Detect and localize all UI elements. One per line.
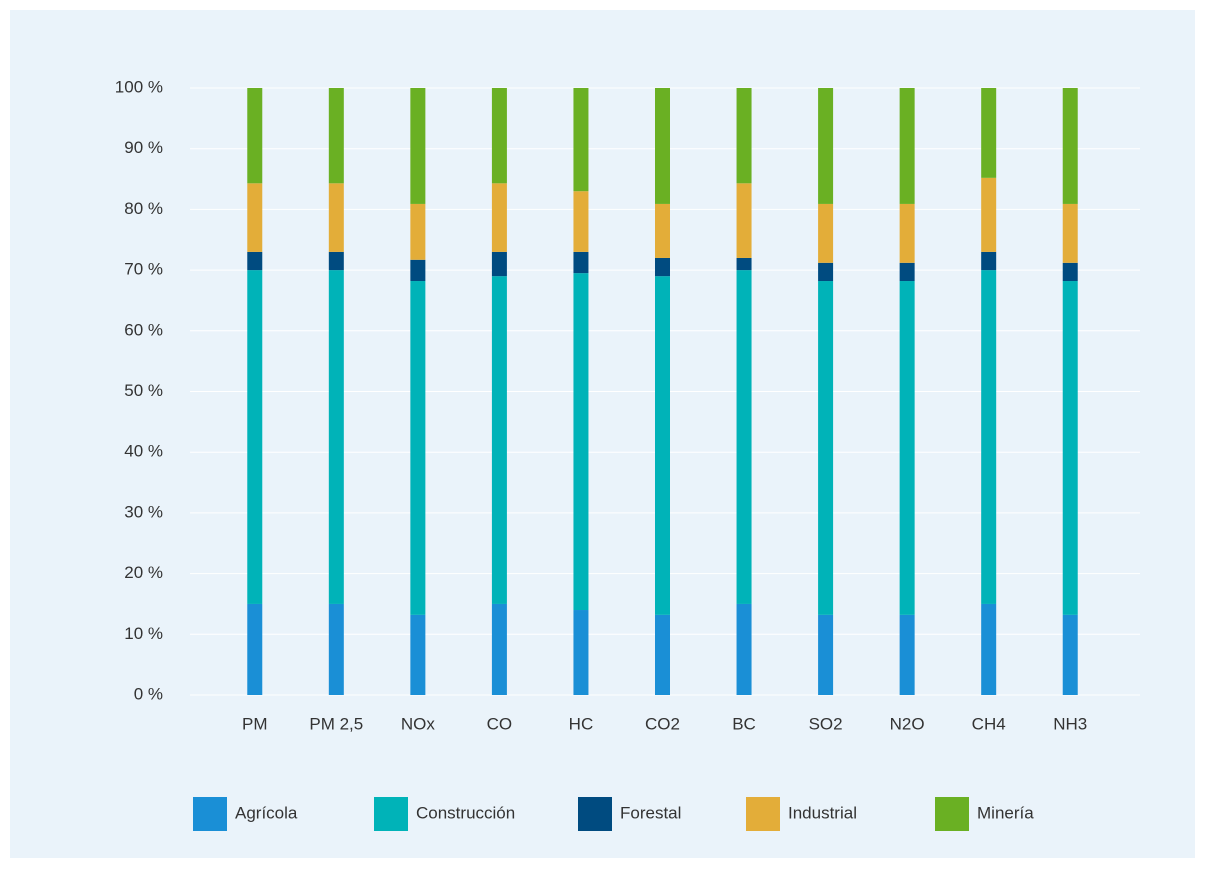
bar-segment: [981, 251, 997, 271]
legend-swatch: [935, 797, 969, 831]
x-tick-label: BC: [732, 714, 756, 733]
bar-segment: [655, 257, 670, 277]
x-tick-label: N2O: [890, 714, 925, 733]
bar-segment: [410, 88, 426, 204]
legend-label: Construcción: [416, 803, 515, 822]
legend-swatch: [746, 797, 780, 831]
y-tick-label: 0 %: [134, 684, 163, 703]
bar-segment: [899, 281, 915, 615]
bar-segment: [410, 203, 426, 260]
bar-segment: [573, 191, 589, 252]
bar-segment: [1062, 203, 1078, 263]
bar-segment: [247, 183, 263, 252]
bar-segment: [736, 270, 752, 604]
bar-segment: [328, 88, 344, 184]
bar-segment: [818, 88, 834, 204]
y-tick-label: 80 %: [124, 199, 163, 218]
bar-segment: [247, 88, 263, 184]
bar-segment: [655, 614, 670, 695]
bar-segment: [491, 276, 507, 604]
bar-segment: [328, 251, 344, 271]
legend-label: Forestal: [620, 803, 681, 822]
bar-segment: [736, 183, 752, 258]
bar-segment: [981, 177, 997, 252]
bar-segment: [328, 270, 344, 604]
x-tick-label: HC: [569, 714, 594, 733]
y-tick-label: 50 %: [124, 381, 163, 400]
bar-segment: [818, 203, 834, 263]
bar-segment: [491, 183, 507, 252]
bar-segment: [899, 262, 915, 282]
bar-segment: [981, 603, 997, 695]
bar-segment: [247, 270, 263, 604]
y-tick-label: 100 %: [115, 77, 163, 96]
y-tick-label: 30 %: [124, 502, 163, 521]
bar-segment: [981, 88, 997, 178]
bar-segment: [328, 603, 344, 695]
x-tick-label: PM: [242, 714, 268, 733]
y-tick-label: 40 %: [124, 442, 163, 461]
bar-segment: [655, 276, 670, 615]
bar-segment: [736, 257, 752, 271]
bar-segment: [655, 88, 670, 204]
x-tick-label: PM 2,5: [309, 714, 363, 733]
x-tick-label: CO: [487, 714, 513, 733]
bar-segment: [247, 251, 263, 271]
legend-swatch: [193, 797, 227, 831]
bar-segment: [1062, 614, 1078, 695]
bar-segment: [899, 88, 915, 204]
y-tick-label: 20 %: [124, 563, 163, 582]
bar-segment: [736, 88, 752, 184]
legend-swatch: [578, 797, 612, 831]
legend-label: Agrícola: [235, 803, 298, 822]
bar-segment: [573, 610, 589, 695]
y-tick-label: 70 %: [124, 260, 163, 279]
x-tick-label: NH3: [1053, 714, 1087, 733]
x-tick-label: CO2: [645, 714, 680, 733]
y-tick-label: 90 %: [124, 138, 163, 157]
bar-segment: [1062, 262, 1078, 282]
bar-segment: [655, 203, 670, 258]
x-tick-label: CH4: [972, 714, 1006, 733]
bar-segment: [899, 203, 915, 263]
bar-segment: [818, 281, 834, 615]
y-tick-label: 10 %: [124, 624, 163, 643]
bar-segment: [899, 614, 915, 695]
bar-segment: [410, 281, 426, 615]
x-tick-label: NOx: [401, 714, 436, 733]
bar-segment: [1062, 88, 1078, 204]
legend-label: Minería: [977, 803, 1034, 822]
bar-segment: [491, 251, 507, 277]
bar-segment: [1062, 281, 1078, 615]
bar-segment: [247, 603, 263, 695]
bar-segment: [981, 270, 997, 604]
y-tick-label: 60 %: [124, 320, 163, 339]
bar-segment: [573, 88, 589, 192]
bar-segment: [818, 262, 834, 282]
x-tick-label: SO2: [809, 714, 843, 733]
legend-swatch: [374, 797, 408, 831]
panel: [10, 10, 1195, 858]
legend-label: Industrial: [788, 803, 857, 822]
bar-segment: [410, 614, 426, 695]
bar-segment: [573, 251, 589, 274]
bar-segment: [736, 603, 752, 695]
bar-segment: [410, 259, 426, 282]
bar-segment: [491, 603, 507, 695]
bar-segment: [818, 614, 834, 695]
bar-segment: [573, 273, 589, 611]
bar-segment: [491, 88, 507, 184]
bar-segment: [328, 183, 344, 252]
